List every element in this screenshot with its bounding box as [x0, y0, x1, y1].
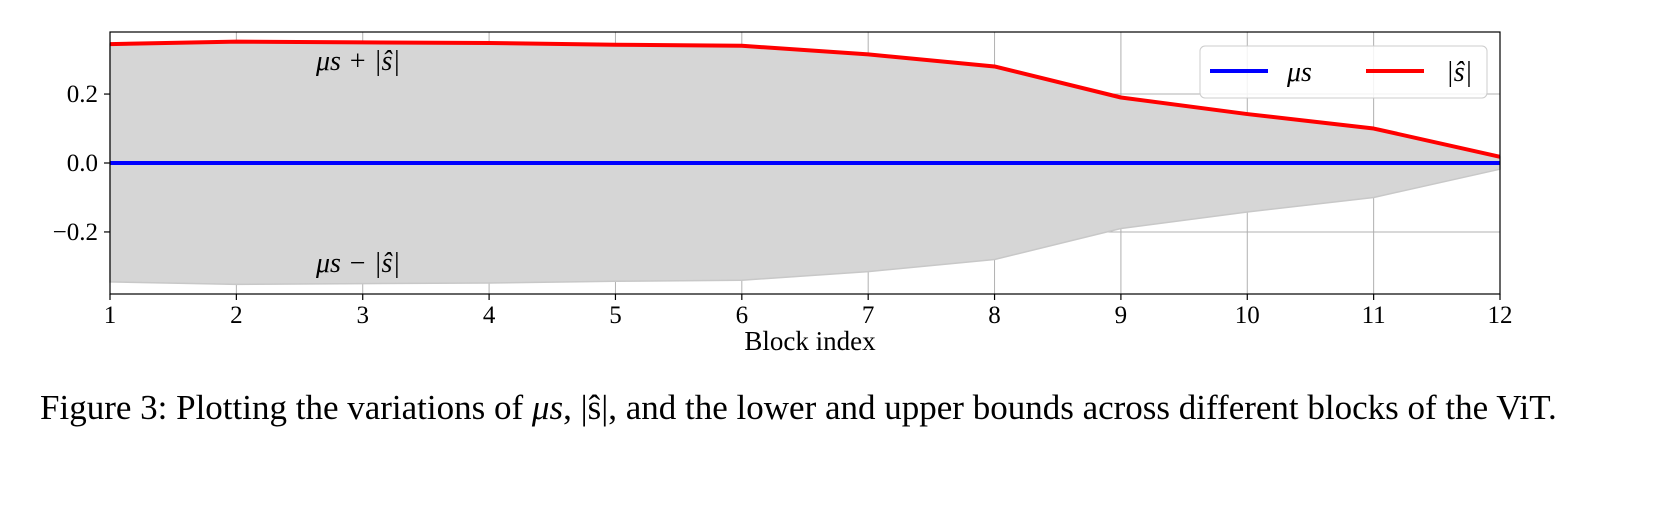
x-tick-label: 10 — [1235, 302, 1260, 329]
chart: μs + |ŝ| μs − |ŝ| 1 2 3 4 5 6 7 8 9 10 11 12 0.20.0… — [53, 31, 1513, 356]
caption-suffix: , and the lower and upper bounds across … — [608, 388, 1557, 427]
y-tick-label: 0.0 — [67, 150, 98, 177]
legend: μs |ŝ| — [1199, 45, 1488, 99]
legend-label-mu: μs — [1286, 57, 1312, 88]
x-tick-label: 2 — [230, 302, 243, 329]
x-ticks: 1 2 3 4 5 6 7 8 9 10 11 12 — [104, 294, 1513, 329]
x-tick-label: 11 — [1362, 302, 1386, 329]
series-line-s-hat — [109, 39, 1501, 159]
y-ticks: 0.2 0.0 −0.2 — [53, 81, 110, 246]
x-tick-label: 1 — [104, 302, 117, 329]
band-labels: μs + |ŝ| μs − |ŝ| — [315, 46, 400, 279]
legend-label-s-hat: |ŝ| — [1446, 57, 1472, 88]
caption-prefix: Figure 3: Plotting the variations of — [40, 388, 532, 427]
figure-caption: Figure 3: Plotting the variations of μs,… — [40, 388, 1640, 428]
x-tick-label: 8 — [988, 302, 1001, 329]
caption-sep: , — [563, 388, 581, 427]
caption-s: |ŝ| — [580, 388, 609, 427]
x-tick-label: 6 — [736, 302, 749, 329]
caption-mu: μs — [531, 388, 564, 427]
y-tick-label: 0.2 — [67, 81, 98, 108]
legend-box — [1199, 45, 1488, 99]
series-lines — [109, 39, 1501, 165]
lower-bound-label: μs − |ŝ| — [315, 248, 400, 279]
x-tick-label: 7 — [862, 302, 875, 329]
x-tick-label: 9 — [1115, 302, 1128, 329]
upper-bound-label: μs + |ŝ| — [315, 46, 400, 77]
x-tick-label: 5 — [609, 302, 622, 329]
x-tick-label: 4 — [483, 302, 496, 329]
x-axis-label: Block index — [744, 326, 876, 356]
y-tick-label: −0.2 — [53, 219, 98, 246]
x-tick-label: 12 — [1488, 302, 1513, 329]
x-tick-label: 3 — [356, 302, 369, 329]
